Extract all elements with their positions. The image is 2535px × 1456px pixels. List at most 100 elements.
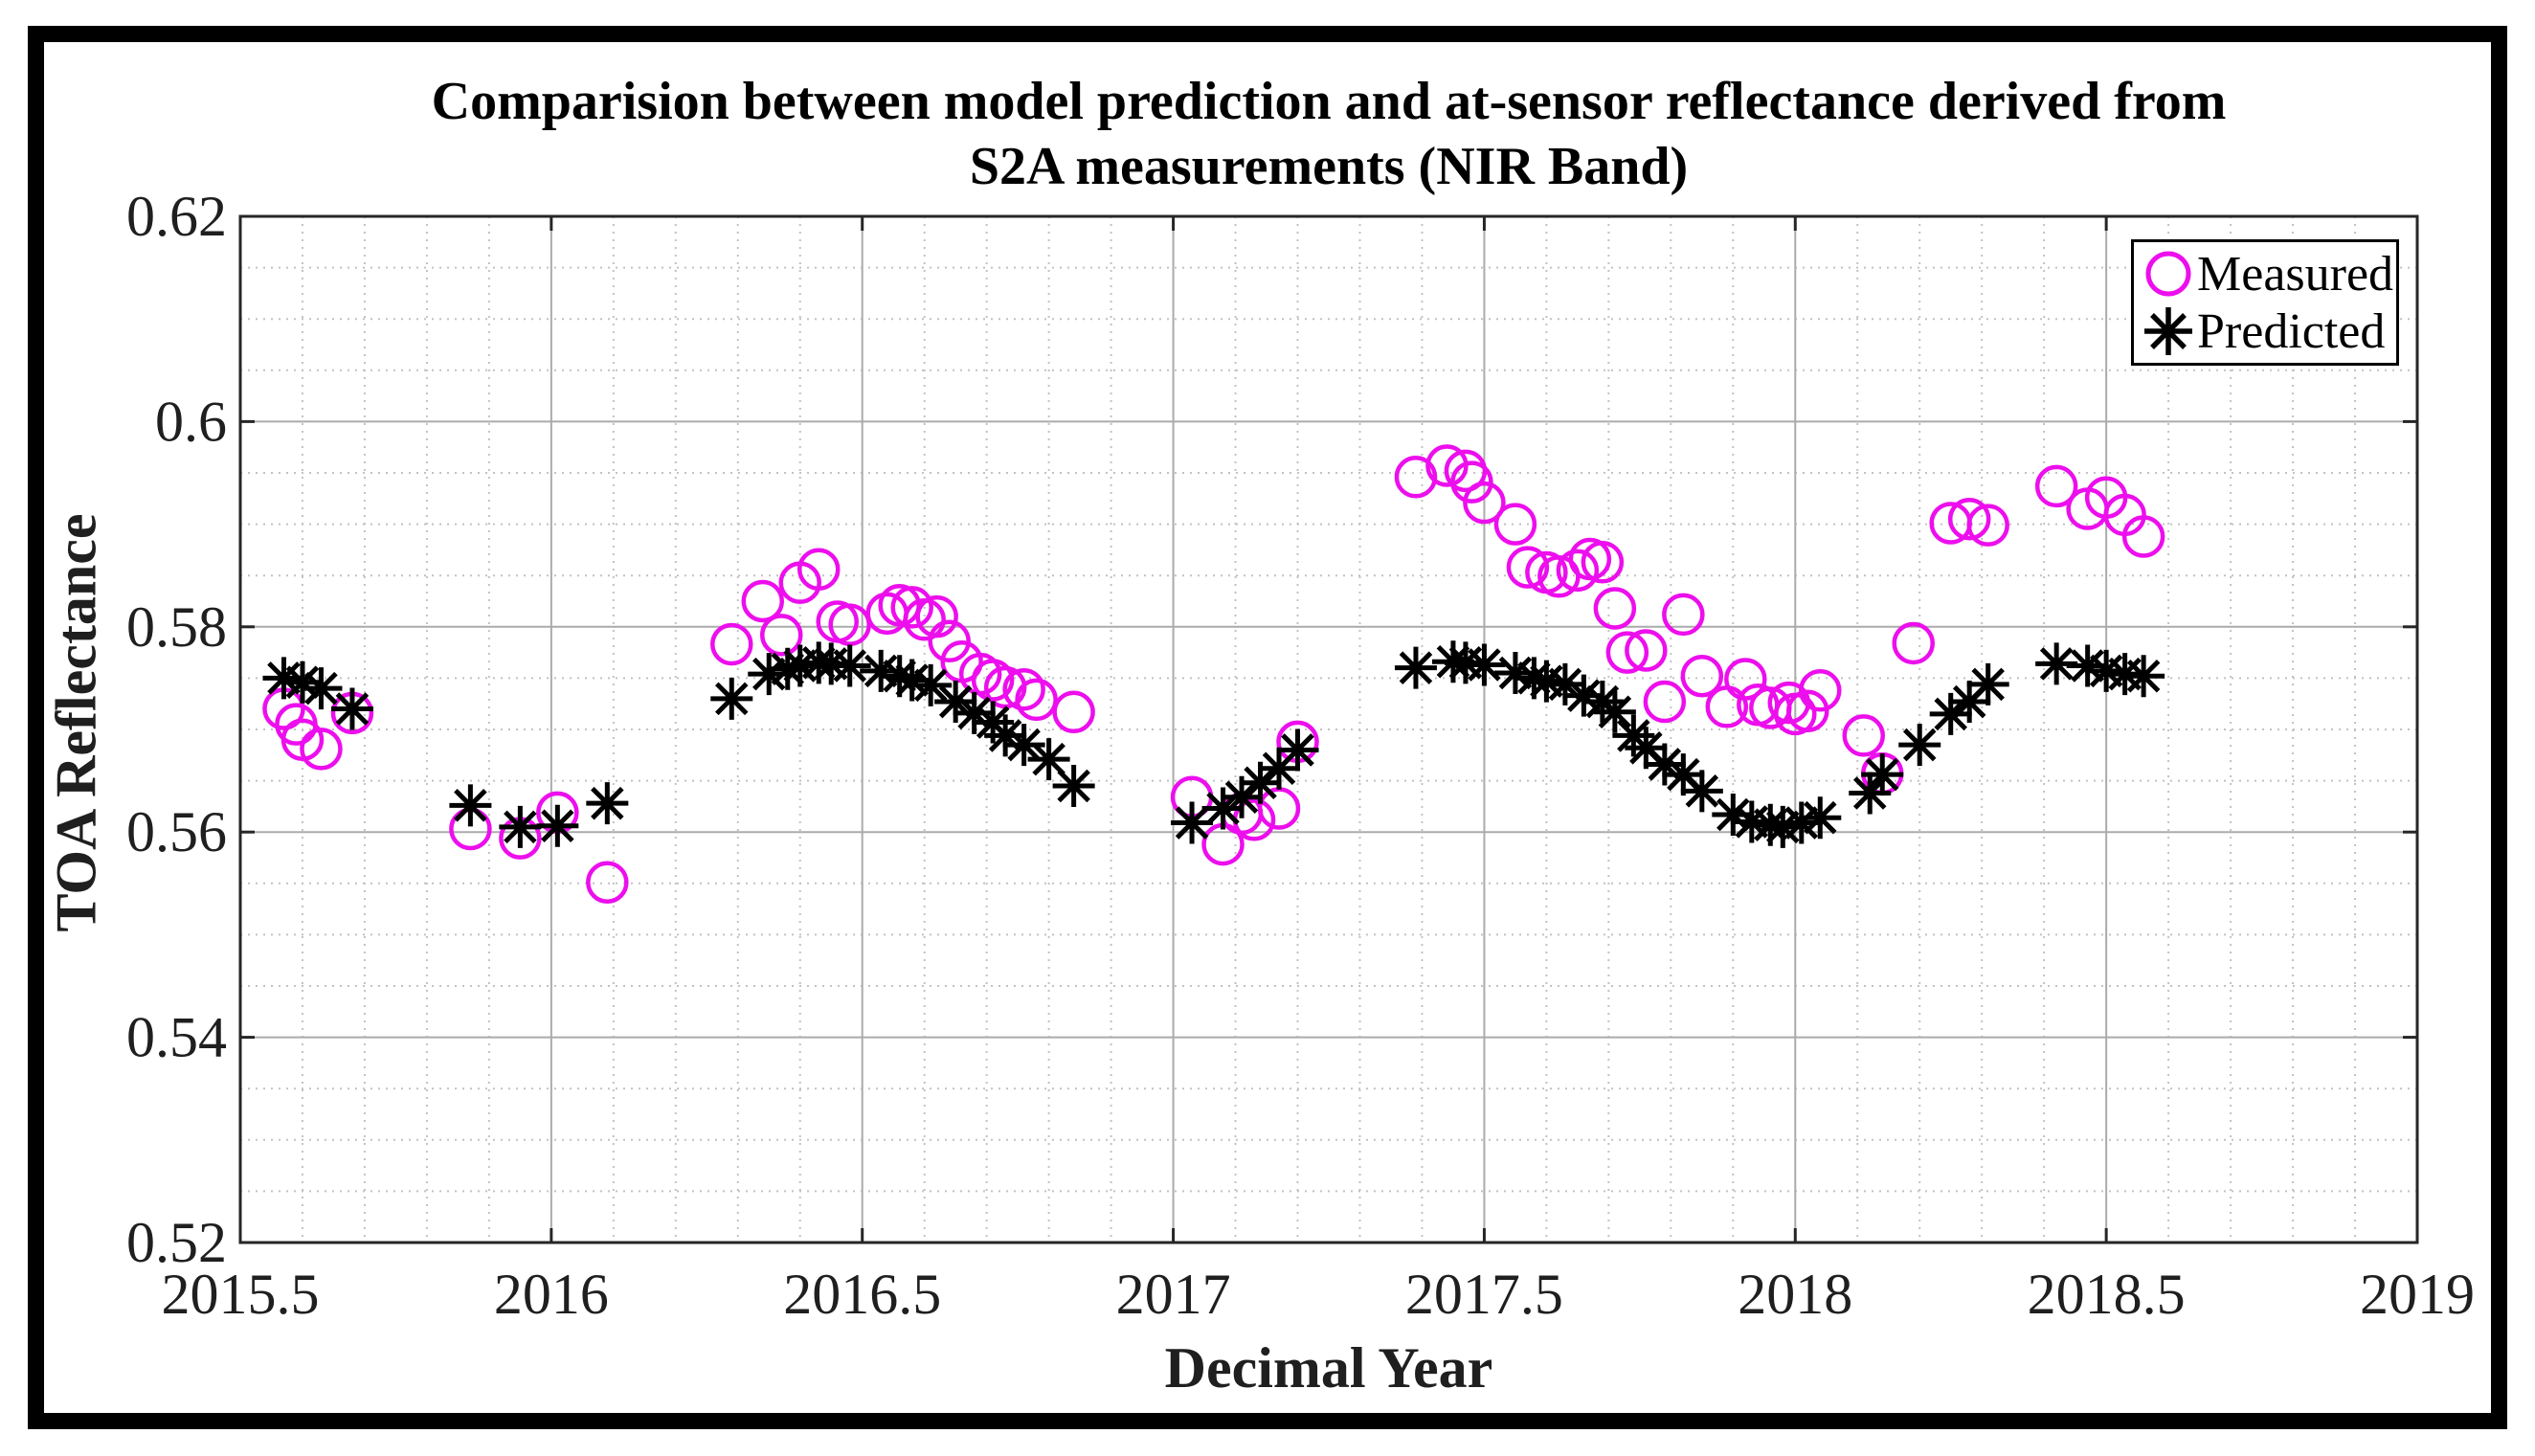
measured-point (1786, 689, 1829, 732)
measured-point (1799, 669, 1842, 712)
chart-title-line1: Comparision between model prediction and… (431, 72, 2227, 131)
y-tick-label: 0.54 (126, 1006, 227, 1069)
predicted-point (2122, 655, 2165, 698)
predicted-point (586, 782, 629, 825)
predicted-point (890, 659, 933, 702)
predicted-point (1027, 738, 1070, 781)
legend-label-predicted: Predicted (2197, 303, 2386, 359)
measured-point (1842, 714, 1886, 757)
x-tick-label: 2016 (494, 1263, 609, 1326)
predicted-point (1761, 805, 1805, 848)
predicted-point (1799, 796, 1842, 840)
measured-point (760, 614, 803, 657)
predicted-point (1966, 662, 2009, 706)
predicted-point (1625, 727, 1668, 770)
x-tick-label: 2016.5 (783, 1263, 941, 1326)
measured-point (915, 594, 958, 638)
predicted-point (2085, 649, 2128, 692)
predicted-point (1712, 793, 1755, 836)
predicted-asterisk-icon (2144, 307, 2192, 355)
predicted-point (300, 667, 343, 710)
y-tick-label: 0.56 (126, 800, 227, 863)
measured-point (1002, 667, 1045, 711)
minor-gridlines (240, 216, 2417, 1243)
measured-point (1662, 593, 1705, 637)
figure-frame (28, 26, 2507, 1429)
y-tick-labels: 0.52 0.54 0.56 0.58 0.6 0.62 (126, 185, 227, 1274)
measured-point (1463, 481, 1506, 525)
x-tick-label: 2017 (1116, 1263, 1231, 1326)
predicted-point (1493, 652, 1537, 695)
predicted-point (1780, 801, 1823, 844)
predicted-point (2035, 642, 2078, 685)
predicted-point (878, 655, 921, 698)
predicted-point (1239, 761, 1282, 804)
predicted-point (766, 647, 809, 690)
predicted-point (1525, 660, 1568, 703)
measured-point (741, 579, 785, 623)
x-tick-labels: 2015.5 2016 2016.5 2017 2017.5 2018 2018.5 2019 (162, 1263, 2476, 1326)
predicted-point (1929, 692, 1972, 735)
predicted-point (1898, 724, 1941, 767)
plot-border (238, 214, 2419, 1244)
series-predicted (262, 640, 2165, 848)
predicted-point (860, 649, 903, 692)
measured-point (1966, 504, 2009, 547)
predicted-point (536, 804, 579, 847)
predicted-point (1394, 646, 1437, 689)
measured-point (586, 861, 629, 904)
measured-point (1052, 690, 1095, 734)
predicted-point (262, 657, 305, 700)
y-tick-label: 0.6 (155, 390, 227, 453)
measured-point (1493, 503, 1537, 546)
predicted-point (1513, 657, 1556, 700)
predicted-point (280, 661, 324, 704)
x-tick-label: 2018 (1738, 1263, 1852, 1326)
x-tick-label: 2015.5 (162, 1263, 320, 1326)
predicted-point (1680, 770, 1723, 813)
predicted-point (1052, 764, 1095, 807)
measured-point (710, 622, 753, 666)
predicted-point (934, 681, 977, 724)
predicted-point (1861, 753, 1904, 796)
predicted-point (1562, 674, 1605, 717)
predicted-point (1258, 747, 1301, 790)
predicted-point (1221, 775, 1264, 818)
measured-point (928, 619, 971, 663)
predicted-point (1643, 743, 1686, 786)
measured-point (1506, 546, 1550, 589)
measured-circle-icon (2145, 251, 2191, 297)
measured-point (1015, 678, 1058, 722)
measured-point (2121, 515, 2165, 558)
predicted-point (1276, 728, 1319, 772)
measured-point (796, 548, 841, 592)
predicted-point (909, 663, 953, 706)
predicted-point (1463, 643, 1506, 686)
measured-point (1643, 680, 1687, 724)
predicted-point (1730, 800, 1773, 843)
predicted-point (778, 644, 821, 687)
predicted-point (828, 644, 871, 687)
y-axis-label: TOA Reflectance (44, 513, 108, 932)
measured-point (1625, 629, 1668, 672)
measured-point (828, 603, 871, 646)
measured-point (1394, 456, 1438, 499)
predicted-point (1662, 753, 1705, 796)
predicted-point (1543, 662, 1586, 706)
x-tick-label: 2019 (2360, 1263, 2475, 1326)
measured-point (1892, 621, 1935, 665)
predicted-point (984, 714, 1027, 757)
predicted-point (1002, 724, 1045, 767)
chart-title-line2: S2A measurements (NIR Band) (969, 137, 1689, 197)
predicted-point (1948, 681, 1991, 724)
predicted-point (330, 687, 373, 730)
y-tick-label: 0.52 (126, 1211, 227, 1274)
measured-point (1724, 658, 1767, 701)
predicted-point (1171, 801, 1214, 844)
y-tick-label: 0.62 (126, 185, 227, 248)
measured-point (1450, 460, 1493, 504)
measured-point (1556, 549, 1600, 593)
measured-point (1593, 587, 1637, 630)
predicted-point (2066, 644, 2109, 687)
